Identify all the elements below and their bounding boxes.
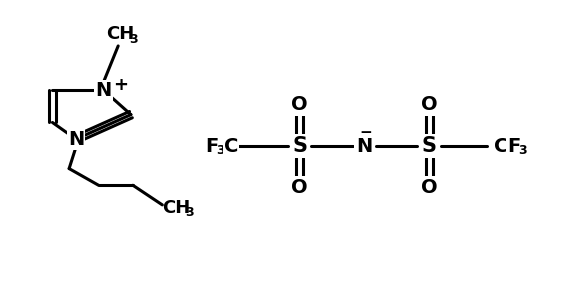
Text: F: F [205, 136, 218, 156]
Text: O: O [421, 178, 438, 197]
Text: F: F [507, 136, 520, 156]
Text: 3: 3 [186, 206, 194, 219]
Text: CH: CH [162, 199, 190, 217]
Text: CH: CH [106, 25, 134, 43]
Text: +: + [114, 76, 128, 94]
Text: S: S [422, 136, 437, 156]
Text: O: O [291, 178, 308, 197]
Text: 3: 3 [216, 144, 225, 157]
Text: C: C [494, 136, 508, 156]
Text: 3: 3 [130, 33, 138, 46]
Text: O: O [291, 95, 308, 114]
Text: S: S [292, 136, 307, 156]
Text: 3: 3 [518, 144, 527, 157]
Text: O: O [421, 95, 438, 114]
Text: N: N [95, 81, 112, 100]
Text: N: N [68, 130, 84, 149]
Text: C: C [224, 136, 238, 156]
Text: N: N [357, 136, 372, 156]
Text: −: − [359, 125, 372, 140]
